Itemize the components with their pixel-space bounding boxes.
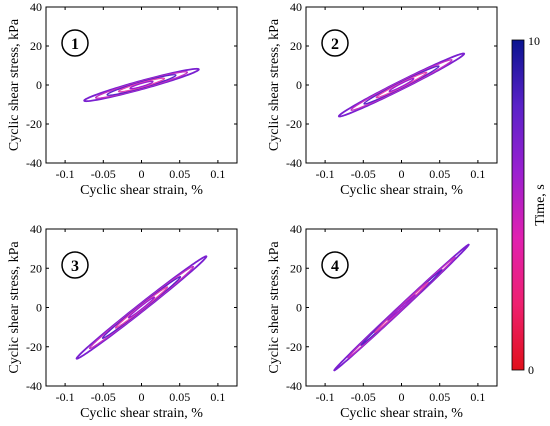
y-tick-label: -20 [286, 340, 302, 354]
chart-panel-4: -0.1 -0.05 0 0.05 0.1 -40 -20 0 20 40 Cyclic shear… [267, 222, 498, 421]
y-axis-label: Cyclic shear stress, kPa [7, 18, 22, 151]
y-tick-label: -20 [26, 340, 42, 354]
y-tick-label: 20 [30, 39, 42, 53]
y-tick-label: 20 [290, 39, 302, 53]
y-tick-label: 0 [36, 301, 42, 315]
colorbar-min-label: 0 [528, 363, 534, 377]
x-tick-label: 0 [139, 390, 145, 404]
hysteresis-loop [363, 65, 440, 105]
x-tick-label: 0 [139, 167, 145, 181]
hysteresis-loop [129, 80, 154, 90]
hysteresis-loops [75, 255, 208, 360]
panel-badge [321, 29, 349, 57]
x-tick-label: -0.1 [56, 390, 75, 404]
x-tick-label: 0.05 [169, 167, 190, 181]
y-axis-label: Cyclic shear stress, kPa [7, 241, 22, 374]
hysteresis-loop [94, 71, 189, 99]
x-axis-label: Cyclic shear strain, % [80, 183, 203, 198]
hysteresis-loop [337, 52, 466, 118]
panel-badge [321, 251, 349, 279]
y-tick-label: -20 [286, 117, 302, 131]
y-tick-label: 40 [30, 0, 42, 14]
x-tick-label: 0.1 [470, 390, 485, 404]
hysteresis-loop [374, 281, 429, 334]
y-tick-label: -40 [26, 156, 42, 170]
y-tick-label: -40 [286, 379, 302, 393]
x-tick-label: -0.1 [56, 167, 75, 181]
y-tick-label: 0 [36, 78, 42, 92]
x-tick-label: -0.05 [91, 167, 116, 181]
y-tick-label: 0 [296, 78, 302, 92]
hysteresis-loop [88, 265, 195, 350]
chart-panel-3: -0.1 -0.05 0 0.05 0.1 -40 -20 0 20 40 Cyclic shear… [7, 222, 238, 421]
x-tick-label: 0.05 [429, 167, 450, 181]
y-tick-label: -40 [286, 156, 302, 170]
y-tick-label: 20 [290, 261, 302, 275]
colorbar-gradient [511, 39, 525, 371]
chart-panel-1: -0.1 -0.05 0 0.05 0.1 -40 -20 0 20 40 Cyclic shear… [7, 0, 238, 198]
x-tick-label: 0.05 [169, 390, 190, 404]
hysteresis-loop [83, 67, 200, 103]
panel-number: 3 [71, 258, 79, 275]
y-axis-label: Cyclic shear stress, kPa [267, 18, 282, 151]
hysteresis-loop [388, 77, 415, 93]
hysteresis-loop [106, 74, 177, 96]
hysteresis-loops [333, 243, 470, 372]
y-tick-label: 40 [290, 0, 302, 14]
x-tick-label: 0.1 [210, 167, 225, 181]
hysteresis-loops [337, 52, 466, 118]
y-tick-label: 40 [290, 222, 302, 236]
y-tick-label: 40 [30, 222, 42, 236]
x-axis-label: Cyclic shear strain, % [340, 406, 463, 421]
hysteresis-loop [387, 294, 416, 321]
x-tick-label: 0.1 [210, 390, 225, 404]
x-tick-label: -0.05 [91, 390, 116, 404]
x-tick-label: 0.05 [429, 390, 450, 404]
hysteresis-loop [114, 286, 169, 329]
hysteresis-loop [127, 296, 156, 319]
panel-number: 2 [331, 36, 339, 53]
panel-badge [61, 251, 89, 279]
y-tick-label: 0 [296, 301, 302, 315]
x-tick-label: 0.1 [470, 167, 485, 181]
colorbar-max-label: 10 [528, 34, 540, 48]
x-tick-label: 0 [399, 167, 405, 181]
x-tick-label: -0.1 [316, 390, 335, 404]
chart-panel-2: -0.1 -0.05 0 0.05 0.1 -40 -20 0 20 40 Cyclic shear… [267, 0, 498, 198]
x-tick-label: -0.1 [316, 167, 335, 181]
y-tick-label: 20 [30, 261, 42, 275]
panel-badge [61, 29, 89, 57]
panel-number: 1 [71, 36, 79, 53]
x-axis-label: Cyclic shear strain, % [340, 183, 463, 198]
y-tick-label: -20 [26, 117, 42, 131]
hysteresis-loop [350, 59, 453, 111]
x-tick-label: -0.05 [351, 167, 376, 181]
hysteresis-loops [83, 67, 200, 103]
colorbar-label: Time, s [533, 184, 548, 226]
hysteresis-loop [333, 243, 470, 372]
hysteresis-loop [75, 255, 208, 360]
x-tick-label: -0.05 [351, 390, 376, 404]
panel-number: 4 [331, 258, 339, 275]
hysteresis-loop [101, 276, 182, 339]
hysteresis-loop [360, 269, 443, 346]
hysteresis-loop [375, 71, 428, 99]
x-tick-label: 0 [399, 390, 405, 404]
y-axis-label: Cyclic shear stress, kPa [267, 241, 282, 374]
y-tick-label: -40 [26, 379, 42, 393]
x-axis-label: Cyclic shear strain, % [80, 406, 203, 421]
hysteresis-loop [117, 77, 166, 93]
colorbar: 10 0 Time, s [511, 34, 548, 377]
